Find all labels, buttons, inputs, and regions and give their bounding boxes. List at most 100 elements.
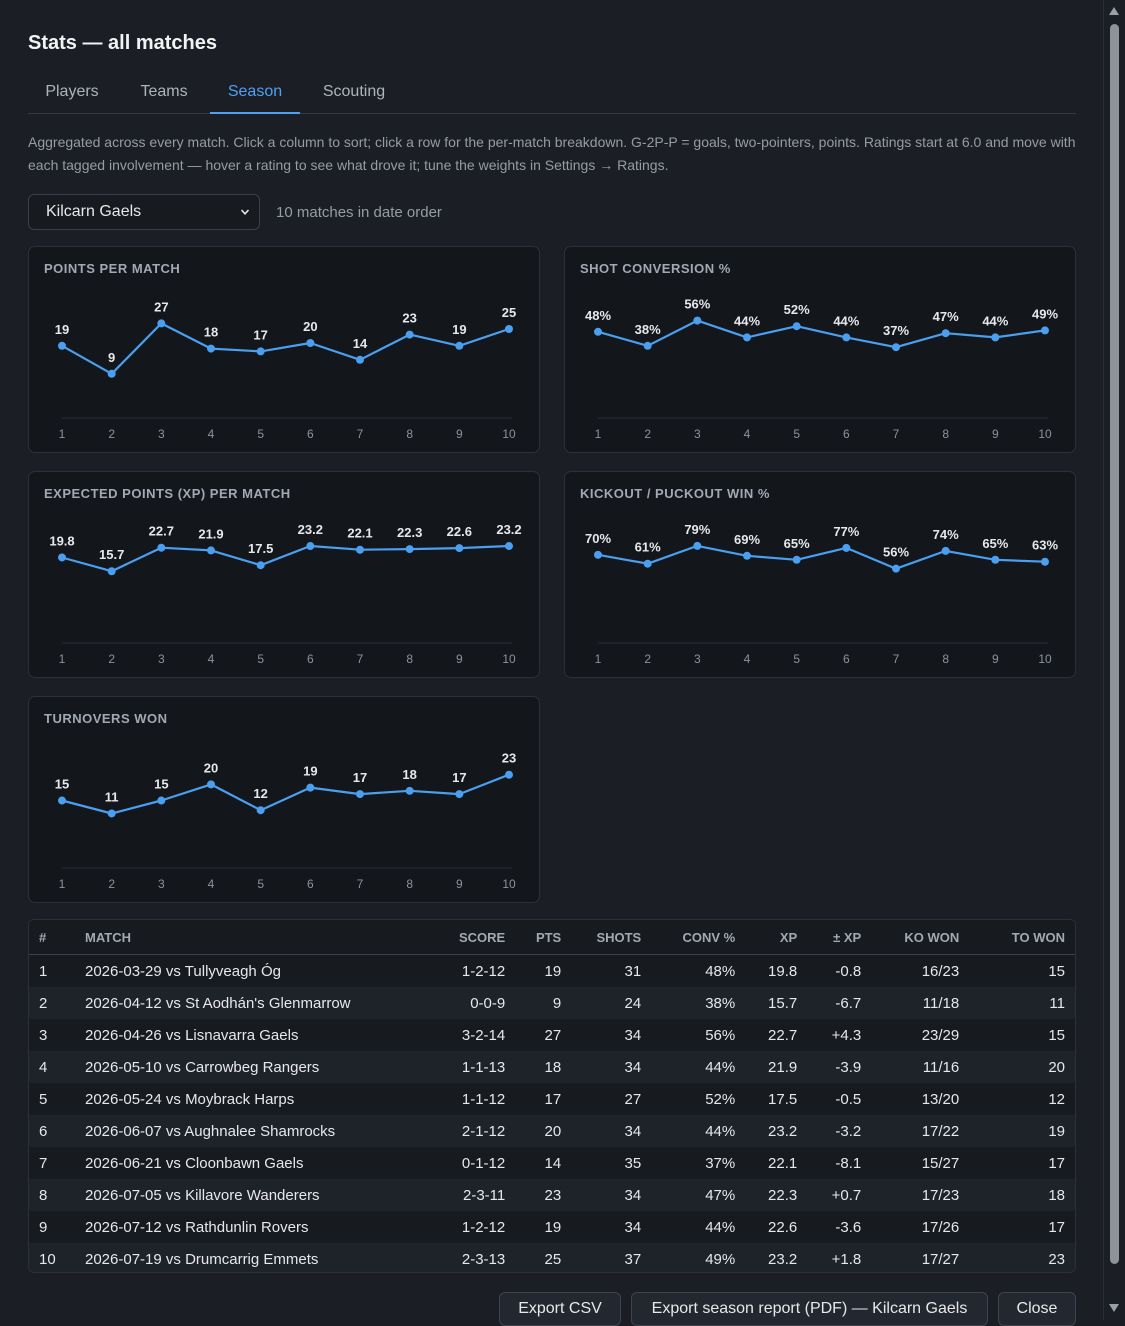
data-point[interactable]: [256, 347, 265, 356]
data-label: 79%: [684, 522, 710, 537]
data-point[interactable]: [594, 327, 602, 336]
scrollbar-thumb[interactable]: [1110, 24, 1119, 1264]
col-header-match[interactable]: MATCH: [75, 920, 449, 955]
data-point[interactable]: [256, 806, 265, 815]
data-point[interactable]: [892, 343, 900, 352]
data-point[interactable]: [157, 543, 166, 552]
col-header-score[interactable]: SCORE: [449, 920, 516, 955]
data-point[interactable]: [743, 551, 751, 560]
data-point[interactable]: [356, 545, 364, 554]
table-row[interactable]: 1 2026-03-29 vs Tullyveagh Óg 1-2-12 19 …: [29, 954, 1075, 987]
data-point[interactable]: [306, 542, 315, 551]
data-point[interactable]: [941, 546, 950, 555]
col-header-xp[interactable]: XP: [745, 920, 808, 955]
cell-ko-won: 11/16: [871, 1051, 970, 1083]
data-point[interactable]: [107, 809, 116, 818]
tab-teams[interactable]: Teams: [140, 83, 188, 100]
table-row[interactable]: 4 2026-05-10 vs Carrowbeg Rangers 1-1-13…: [29, 1051, 1075, 1083]
x-tick-label: 1: [59, 877, 66, 891]
table-row[interactable]: 5 2026-05-24 vs Moybrack Harps 1-1-12 17…: [29, 1083, 1075, 1115]
data-point[interactable]: [455, 790, 464, 799]
data-point[interactable]: [941, 329, 950, 338]
col-header-pts[interactable]: PTS: [515, 920, 572, 955]
data-point[interactable]: [892, 564, 900, 573]
data-point[interactable]: [991, 555, 1000, 564]
data-point[interactable]: [107, 369, 116, 378]
data-point[interactable]: [643, 559, 652, 568]
data-point[interactable]: [58, 796, 66, 805]
data-point[interactable]: [693, 541, 702, 550]
scroll-up-arrow-icon[interactable]: [1109, 7, 1119, 15]
cell-xp-delta: +0.7: [807, 1179, 872, 1211]
data-point[interactable]: [207, 344, 215, 353]
data-point[interactable]: [643, 341, 652, 350]
scrollbar[interactable]: [1104, 0, 1125, 1320]
data-point[interactable]: [842, 543, 851, 552]
col-header-conv[interactable]: CONV %: [651, 920, 746, 955]
data-label: 44%: [982, 313, 1008, 328]
data-point[interactable]: [1041, 557, 1049, 566]
cell-xp: 22.7: [745, 1019, 808, 1051]
scroll-down-arrow-icon[interactable]: [1109, 1304, 1119, 1312]
data-point[interactable]: [792, 555, 801, 564]
data-point[interactable]: [594, 550, 602, 559]
chart-card-shot-conversion: SHOT CONVERSION % 48% 1 38% 2 56% 3 44% 4 52% 5 44…: [564, 246, 1076, 453]
col-header-ko-won[interactable]: KO WON: [871, 920, 970, 955]
data-point[interactable]: [991, 333, 1000, 342]
data-point[interactable]: [207, 546, 215, 555]
col-header-shots[interactable]: SHOTS: [571, 920, 652, 955]
data-point[interactable]: [505, 325, 513, 333]
data-label: 17: [353, 770, 367, 785]
data-label: 12: [253, 786, 267, 801]
data-point[interactable]: [58, 553, 66, 562]
x-tick-label: 4: [208, 427, 215, 441]
data-point[interactable]: [356, 355, 364, 364]
col-header-number[interactable]: #: [29, 920, 75, 955]
export-pdf-button[interactable]: Export season report (PDF) — Kilcarn Gae…: [631, 1292, 988, 1326]
data-point[interactable]: [455, 341, 464, 350]
team-select[interactable]: Kilcarn Gaels: [28, 194, 260, 230]
data-label: 44%: [734, 313, 760, 328]
table-row[interactable]: 3 2026-04-26 vs Lisnavarra Gaels 3-2-14 …: [29, 1019, 1075, 1051]
table-row[interactable]: 9 2026-07-12 vs Rathdunlin Rovers 1-2-12…: [29, 1211, 1075, 1243]
col-header-to-won[interactable]: TO WON: [969, 920, 1075, 955]
data-point[interactable]: [842, 333, 851, 342]
table-row[interactable]: 8 2026-07-05 vs Killavore Wanderers 2-3-…: [29, 1179, 1075, 1211]
tab-players[interactable]: Players: [45, 83, 99, 100]
col-header-xp-delta[interactable]: ± XP: [807, 920, 872, 955]
close-button[interactable]: Close: [998, 1292, 1076, 1326]
cell-shots: 34: [571, 1019, 652, 1051]
table-row[interactable]: 10 2026-07-19 vs Drumcarrig Emmets 2-3-1…: [29, 1243, 1075, 1272]
data-point[interactable]: [1041, 326, 1049, 335]
cell-score: 1-1-13: [449, 1051, 516, 1083]
data-point[interactable]: [792, 322, 801, 331]
data-point[interactable]: [693, 316, 702, 325]
tab-scouting[interactable]: Scouting: [322, 83, 386, 100]
data-point[interactable]: [505, 770, 513, 779]
data-point[interactable]: [107, 567, 116, 576]
x-tick-label: 5: [257, 877, 264, 891]
data-point[interactable]: [306, 783, 315, 792]
data-point[interactable]: [743, 333, 751, 342]
tab-season[interactable]: Season: [210, 72, 300, 114]
data-point[interactable]: [306, 339, 315, 347]
data-point[interactable]: [207, 780, 215, 789]
data-point[interactable]: [405, 330, 414, 339]
data-point[interactable]: [256, 561, 265, 570]
data-point[interactable]: [356, 790, 364, 799]
export-csv-button[interactable]: Export CSV: [499, 1292, 621, 1326]
data-point[interactable]: [157, 319, 166, 328]
x-tick-label: 9: [456, 652, 463, 666]
cell-match: 2026-04-26 vs Lisnavarra Gaels: [75, 1019, 449, 1051]
data-point[interactable]: [405, 786, 414, 795]
table-row[interactable]: 2 2026-04-12 vs St Aodhán's Glenmarrow 0…: [29, 987, 1075, 1019]
cell-number: 9: [29, 1211, 75, 1243]
cell-ko-won: 17/26: [871, 1211, 970, 1243]
data-point[interactable]: [157, 796, 166, 805]
data-point[interactable]: [455, 544, 464, 553]
data-point[interactable]: [405, 545, 414, 554]
data-point[interactable]: [505, 542, 513, 551]
table-row[interactable]: 7 2026-06-21 vs Cloonbawn Gaels 0-1-12 1…: [29, 1147, 1075, 1179]
data-point[interactable]: [58, 341, 66, 350]
table-row[interactable]: 6 2026-06-07 vs Aughnalee Shamrocks 2-1-…: [29, 1115, 1075, 1147]
